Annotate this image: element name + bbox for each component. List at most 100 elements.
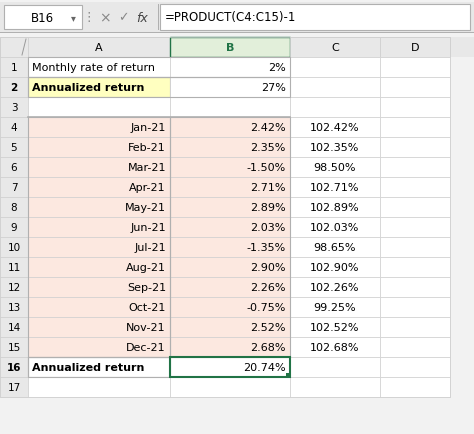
- Bar: [160, 5, 470, 31]
- Bar: [290, 237, 380, 257]
- Bar: [380, 217, 450, 237]
- Bar: [380, 178, 450, 197]
- Bar: [290, 297, 380, 317]
- Bar: [4, 6, 82, 30]
- Bar: [170, 158, 290, 178]
- Bar: [170, 217, 290, 237]
- Text: 98.65%: 98.65%: [314, 243, 356, 253]
- Bar: [0, 197, 28, 217]
- Bar: [290, 337, 380, 357]
- Bar: [28, 317, 170, 337]
- Bar: [290, 138, 380, 158]
- Text: 2.26%: 2.26%: [250, 283, 286, 293]
- Bar: [28, 178, 170, 197]
- Bar: [380, 158, 450, 178]
- Text: ⋮: ⋮: [83, 11, 95, 24]
- Text: 5: 5: [11, 143, 18, 153]
- Bar: [0, 38, 28, 58]
- Text: 15: 15: [8, 342, 21, 352]
- Bar: [0, 38, 28, 58]
- Bar: [0, 377, 28, 397]
- Bar: [170, 297, 290, 317]
- Text: Mar-21: Mar-21: [128, 163, 166, 173]
- Text: -1.50%: -1.50%: [247, 163, 286, 173]
- Text: A: A: [95, 43, 103, 53]
- Text: 9: 9: [11, 223, 18, 233]
- Text: 2.89%: 2.89%: [250, 203, 286, 213]
- Bar: [0, 58, 28, 78]
- Text: B: B: [226, 43, 234, 53]
- Bar: [28, 58, 290, 78]
- Bar: [380, 237, 450, 257]
- Bar: [28, 98, 170, 118]
- Bar: [0, 3, 474, 33]
- Bar: [290, 317, 380, 337]
- Bar: [290, 257, 380, 277]
- Bar: [380, 58, 450, 78]
- Text: Oct-21: Oct-21: [128, 302, 166, 312]
- Text: 12: 12: [8, 283, 21, 293]
- Text: Monthly rate of return: Monthly rate of return: [32, 63, 155, 73]
- Text: 102.03%: 102.03%: [310, 223, 360, 233]
- Text: 2.52%: 2.52%: [250, 322, 286, 332]
- Text: 1: 1: [11, 63, 18, 73]
- Bar: [170, 98, 290, 118]
- Text: 102.71%: 102.71%: [310, 183, 360, 193]
- Bar: [286, 373, 290, 377]
- Bar: [170, 197, 290, 217]
- Text: 16: 16: [7, 362, 21, 372]
- Bar: [28, 257, 170, 277]
- Bar: [380, 197, 450, 217]
- Bar: [0, 38, 474, 58]
- Bar: [290, 197, 380, 217]
- Bar: [170, 58, 290, 78]
- Text: 2.03%: 2.03%: [251, 223, 286, 233]
- Bar: [380, 38, 450, 58]
- Bar: [290, 357, 380, 377]
- Text: Jan-21: Jan-21: [131, 123, 166, 133]
- Text: 102.42%: 102.42%: [310, 123, 360, 133]
- Bar: [290, 277, 380, 297]
- Text: ▾: ▾: [71, 13, 75, 23]
- Bar: [380, 297, 450, 317]
- Bar: [28, 217, 170, 237]
- Text: 20.74%: 20.74%: [243, 362, 286, 372]
- Text: 10: 10: [8, 243, 20, 253]
- Bar: [380, 317, 450, 337]
- Text: 8: 8: [11, 203, 18, 213]
- Bar: [0, 33, 474, 34]
- Bar: [380, 337, 450, 357]
- Text: May-21: May-21: [125, 203, 166, 213]
- Bar: [290, 38, 380, 58]
- Bar: [0, 178, 28, 197]
- Text: Annualized return: Annualized return: [32, 362, 145, 372]
- Text: fx: fx: [136, 13, 148, 26]
- Bar: [290, 118, 380, 138]
- Text: 102.89%: 102.89%: [310, 203, 360, 213]
- Bar: [170, 118, 290, 138]
- Text: D: D: [411, 43, 419, 53]
- Bar: [0, 138, 28, 158]
- Text: =PRODUCT(C4:C15)-1: =PRODUCT(C4:C15)-1: [165, 11, 296, 24]
- Text: 14: 14: [8, 322, 21, 332]
- Text: 2.90%: 2.90%: [250, 263, 286, 273]
- Bar: [0, 257, 28, 277]
- Bar: [28, 38, 170, 58]
- Text: 2%: 2%: [268, 63, 286, 73]
- Bar: [380, 257, 450, 277]
- Text: 2.71%: 2.71%: [250, 183, 286, 193]
- Text: 2.68%: 2.68%: [250, 342, 286, 352]
- Bar: [170, 138, 290, 158]
- Bar: [290, 377, 380, 397]
- Bar: [28, 377, 170, 397]
- Bar: [380, 78, 450, 98]
- Text: ✓: ✓: [118, 11, 128, 24]
- Bar: [170, 78, 290, 98]
- Bar: [170, 38, 290, 58]
- Bar: [0, 357, 28, 377]
- Bar: [170, 178, 290, 197]
- Bar: [28, 357, 170, 377]
- Bar: [0, 277, 28, 297]
- Text: 102.90%: 102.90%: [310, 263, 360, 273]
- Bar: [290, 78, 380, 98]
